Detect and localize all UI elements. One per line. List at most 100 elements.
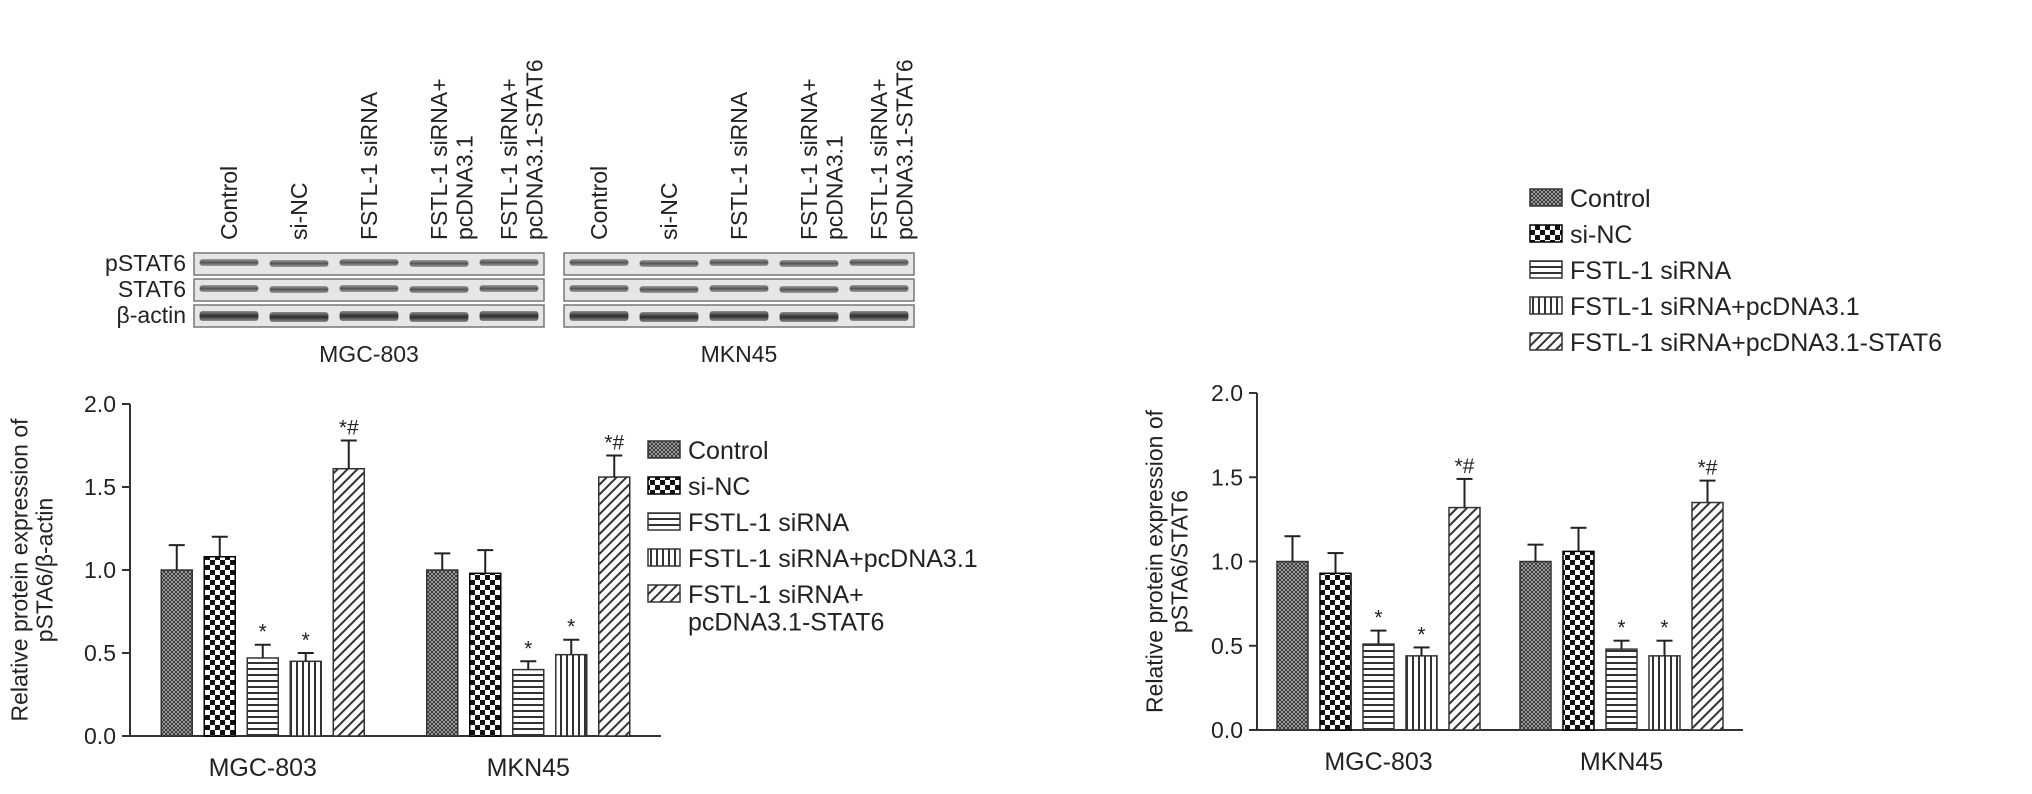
significance-mark: * bbox=[524, 637, 532, 660]
bar bbox=[332, 467, 365, 737]
bar bbox=[1405, 655, 1438, 731]
blot-band bbox=[409, 260, 469, 267]
legend-swatch bbox=[1529, 224, 1563, 243]
bar bbox=[555, 653, 588, 737]
bar bbox=[469, 572, 502, 737]
blot-band bbox=[479, 285, 539, 292]
legend-label: FSTL-1 siRNA+pcDNA3.1 bbox=[1570, 293, 1860, 321]
significance-mark: * bbox=[302, 629, 310, 652]
bar bbox=[1448, 506, 1481, 731]
blot-band bbox=[479, 259, 539, 266]
row-label: STAT6 bbox=[118, 276, 186, 302]
significance-mark: *# bbox=[604, 431, 624, 454]
significance-mark: * bbox=[567, 616, 575, 639]
x-tick-label: MKN45 bbox=[487, 754, 570, 782]
row-label: pSTAT6 bbox=[105, 250, 186, 276]
legend-label: si-NC bbox=[1570, 221, 1633, 249]
blot-band bbox=[569, 285, 629, 292]
bar bbox=[1605, 648, 1638, 731]
lane-label: FSTL-1 siRNA+pcDNA3.1-STAT6 bbox=[866, 59, 917, 240]
significance-mark: * bbox=[1374, 607, 1382, 630]
blot-band bbox=[569, 311, 629, 321]
legend-swatch bbox=[1529, 296, 1563, 315]
legend-label: FSTL-1 siRNA+pcDNA3.1-STAT6 bbox=[688, 581, 884, 637]
blot-band bbox=[639, 312, 699, 322]
lane-label: si-NC bbox=[656, 183, 682, 241]
blot-band bbox=[269, 260, 329, 267]
bar bbox=[1519, 560, 1552, 731]
blot-band bbox=[569, 259, 629, 266]
legend-label: FSTL-1 siRNA+pcDNA3.1-STAT6 bbox=[1570, 329, 1942, 357]
y-tick-label: 0.5 bbox=[1211, 633, 1243, 659]
significance-mark: * bbox=[259, 621, 267, 644]
significance-mark: *# bbox=[1455, 455, 1475, 478]
legend-label: FSTL-1 siRNA bbox=[1570, 257, 1731, 285]
blot-band bbox=[479, 311, 539, 321]
lane-label: si-NC bbox=[286, 183, 312, 241]
y-axis-label: Relative protein expression ofpSTA6/STAT… bbox=[1141, 409, 1192, 713]
lane-label: FSTL-1 siRNA+pcDNA3.1 bbox=[426, 78, 477, 240]
blot-band bbox=[709, 285, 769, 292]
significance-mark: *# bbox=[1698, 457, 1718, 480]
blot-band bbox=[199, 259, 259, 266]
x-tick-label: MKN45 bbox=[1580, 748, 1663, 776]
legend-swatch bbox=[647, 476, 681, 495]
lane-label: Control bbox=[216, 166, 242, 240]
legend-swatch bbox=[1529, 188, 1563, 207]
x-tick-label: MGC-803 bbox=[1324, 748, 1432, 776]
y-tick-label: 0.5 bbox=[84, 640, 116, 666]
lane-label: FSTL-1 siRNA+pcDNA3.1-STAT6 bbox=[496, 59, 547, 240]
blot-band bbox=[269, 286, 329, 293]
legend-label: si-NC bbox=[688, 473, 751, 501]
blot-band bbox=[639, 286, 699, 293]
y-tick-label: 1.0 bbox=[1211, 549, 1243, 575]
bar bbox=[598, 476, 631, 737]
blot-band bbox=[339, 311, 399, 321]
legend-label: FSTL-1 siRNA bbox=[688, 509, 849, 537]
bar bbox=[1319, 572, 1352, 731]
y-tick-label: 1.0 bbox=[84, 557, 116, 583]
lane-label: FSTL-1 siRNA bbox=[726, 91, 752, 240]
cell-line-label: MGC-803 bbox=[319, 341, 419, 367]
bar bbox=[289, 660, 322, 737]
significance-mark: * bbox=[1660, 617, 1668, 640]
y-tick-label: 1.5 bbox=[84, 474, 116, 500]
blot-band bbox=[709, 259, 769, 266]
bar bbox=[160, 569, 193, 737]
blot-band bbox=[849, 259, 909, 266]
blot-band bbox=[199, 285, 259, 292]
bar bbox=[426, 569, 459, 737]
legend-label: Control bbox=[688, 437, 769, 465]
blot-band bbox=[199, 311, 259, 321]
y-axis-label: Relative protein expression ofpSTA6/β-ac… bbox=[6, 418, 57, 722]
significance-mark: *# bbox=[339, 417, 359, 440]
lane-label: FSTL-1 siRNA bbox=[356, 91, 382, 240]
blot-band bbox=[709, 311, 769, 321]
blot-band bbox=[409, 312, 469, 322]
bar bbox=[512, 668, 545, 737]
blot-band bbox=[639, 260, 699, 267]
lane-label: FSTL-1 siRNA+pcDNA3.1 bbox=[796, 78, 847, 240]
legend-swatch bbox=[647, 512, 681, 531]
bar bbox=[246, 657, 279, 737]
cell-line-label: MKN45 bbox=[701, 341, 778, 367]
significance-mark: * bbox=[1617, 617, 1625, 640]
legend-label: FSTL-1 siRNA+pcDNA3.1 bbox=[688, 545, 978, 573]
y-tick-label: 1.5 bbox=[1211, 464, 1243, 490]
blot-band bbox=[269, 312, 329, 322]
legend-swatch bbox=[647, 548, 681, 567]
row-label: β-actin bbox=[117, 302, 186, 328]
blot-band bbox=[779, 312, 839, 322]
bar bbox=[1562, 550, 1595, 731]
bar bbox=[1691, 501, 1724, 731]
lane-label: Control bbox=[586, 166, 612, 240]
legend-swatch bbox=[647, 440, 681, 459]
y-tick-label: 2.0 bbox=[84, 391, 116, 417]
blot-band bbox=[849, 285, 909, 292]
blot-band bbox=[779, 260, 839, 267]
bar bbox=[1362, 643, 1395, 731]
legend-swatch bbox=[1529, 260, 1563, 279]
significance-mark: * bbox=[1417, 623, 1425, 646]
legend-label: Control bbox=[1570, 185, 1651, 213]
x-tick-label: MGC-803 bbox=[209, 754, 317, 782]
